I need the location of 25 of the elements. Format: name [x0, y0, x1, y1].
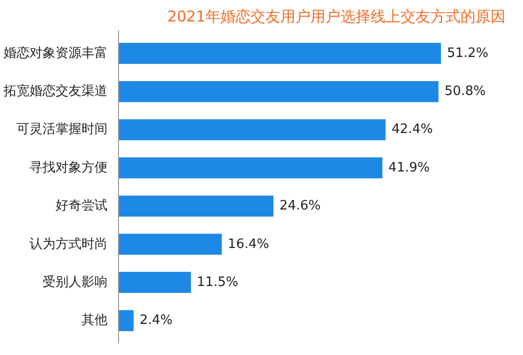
y-tick-label: 认为方式时尚	[30, 236, 108, 252]
bar	[118, 196, 274, 217]
bar	[118, 42, 441, 64]
data-label: 24.6%	[279, 198, 321, 214]
y-tick-label: 受别人影响	[42, 274, 108, 290]
bar	[118, 157, 382, 178]
bar	[118, 234, 222, 255]
bar	[118, 272, 191, 293]
y-tick-label: 其他	[82, 313, 108, 328]
bar	[118, 119, 386, 140]
y-tick-label: 可灵活掌握时间	[16, 122, 108, 138]
chart-title: 2021年婚恋交友用户用户选择线上交友方式的原因	[167, 8, 506, 26]
data-label: 11.5%	[196, 274, 238, 290]
bar	[118, 81, 438, 102]
y-tick-label: 好奇尝试	[56, 198, 108, 214]
data-label: 42.4%	[392, 122, 433, 138]
data-label: 50.8%	[444, 84, 486, 100]
data-label: 2.4%	[140, 313, 173, 328]
y-tick-label: 拓宽婚恋交友渠道	[2, 83, 108, 100]
data-label: 51.2%	[447, 46, 488, 61]
data-label: 16.4%	[228, 236, 270, 252]
y-tick-label: 婚恋对象资源丰富	[4, 44, 108, 61]
bar	[118, 310, 134, 332]
data-label: 41.9%	[388, 160, 430, 176]
y-tick-label: 寻找对象方便	[30, 159, 108, 176]
